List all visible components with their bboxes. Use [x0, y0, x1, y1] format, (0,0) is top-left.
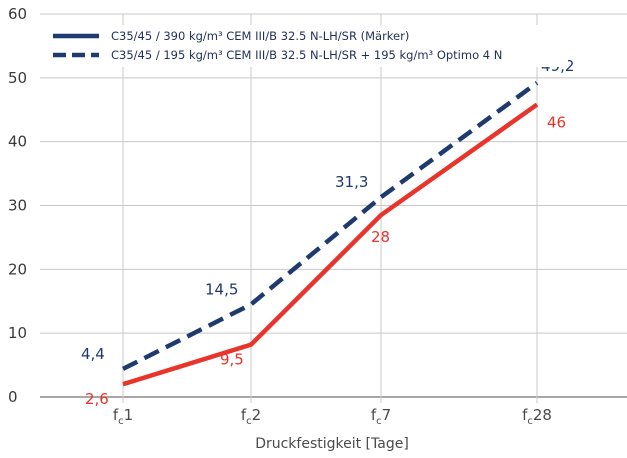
y-tick-label: 30	[8, 197, 27, 215]
x-tick-label: fc7	[371, 406, 391, 427]
x-tick-label: fc28	[522, 406, 552, 427]
y-tick-label: 40	[8, 133, 27, 151]
series-lines	[121, 81, 539, 387]
series-line-1	[121, 81, 539, 371]
y-axis-ticks: 0 10 20 30 40 50 60	[8, 5, 27, 406]
legend-entry: C35/45 / 195 kg/m³ CEM III/B 32.5 N-LH/S…	[111, 48, 502, 62]
y-tick-label: 10	[8, 324, 27, 342]
y-tick-label: 60	[8, 5, 27, 23]
data-label: 4,4	[81, 345, 105, 363]
x-axis-label: Druckfestigkeit [Tage]	[255, 436, 409, 452]
x-tick-label: fc1	[113, 406, 133, 427]
y-tick-label: 20	[8, 260, 27, 278]
data-label: 28	[371, 228, 390, 246]
legend-entry: C35/45 / 390 kg/m³ CEM III/B 32.5 N-LH/S…	[111, 29, 409, 43]
data-label: 14,5	[205, 280, 238, 298]
series-line-2	[122, 102, 539, 387]
data-label: 2,6	[85, 390, 109, 408]
y-tick-label: 0	[8, 388, 18, 406]
x-tick-label: fc2	[241, 406, 261, 427]
data-label: 9,5	[220, 351, 244, 369]
data-label: 46	[547, 114, 566, 132]
y-tick-label: 50	[8, 69, 27, 87]
data-label: 31,3	[335, 173, 368, 191]
legend: C35/45 / 390 kg/m³ CEM III/B 32.5 N-LH/S…	[48, 25, 568, 67]
x-axis-ticks: fc1 fc2 fc7 fc28	[113, 406, 552, 427]
legend-background	[48, 25, 568, 67]
grid	[40, 13, 627, 403]
